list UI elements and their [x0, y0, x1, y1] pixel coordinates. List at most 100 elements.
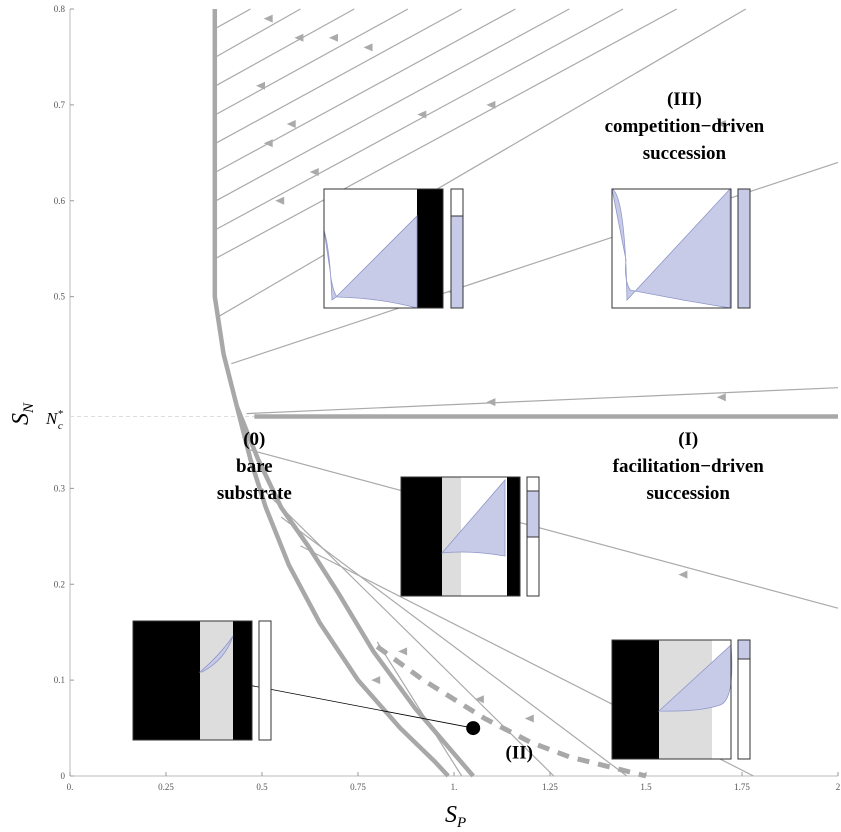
inset-shaded-region: [323, 215, 418, 309]
x-tick-label: 0.5: [256, 782, 268, 792]
inset-band: [417, 189, 443, 308]
inset-frame-outline: [400, 476, 521, 597]
y-axis-title: SN: [8, 402, 37, 425]
region-label-line: succession: [643, 143, 727, 164]
x-tick-label: 1.25: [542, 782, 558, 792]
dashed-separatrix: [375, 644, 647, 779]
region-label-ii: (II): [506, 743, 533, 764]
inset-shaded-region: [611, 187, 731, 309]
trajectory-line: [376, 641, 463, 777]
inset-side-bar-fill: [526, 490, 540, 538]
inset-side-bar-fill: [450, 215, 464, 309]
plot-area: [69, 8, 839, 779]
region-label-line: substrate: [217, 483, 292, 504]
boundary-outer: [234, 406, 475, 778]
trajectory-line: [215, 8, 677, 259]
inset-lower-left: [132, 620, 253, 741]
trajectory-line: [215, 8, 251, 29]
inset-frame-outline: [132, 620, 253, 741]
inset-side-bar-fill: [737, 639, 751, 660]
inset-band: [612, 640, 659, 759]
y-tick-label: 0: [61, 771, 66, 781]
inset-shaded-region: [198, 635, 234, 673]
inset-lower-right: [611, 639, 751, 760]
region-label-line: (I): [678, 429, 698, 450]
trajectory-arrow: [474, 695, 484, 704]
x-axis-title: SP: [445, 802, 466, 831]
trajectory-line: [215, 8, 624, 231]
trajectory-arrow: [309, 167, 319, 176]
trajectory-arrow: [294, 33, 304, 42]
x-tick-label: 2: [836, 782, 841, 792]
trajectory-line: [231, 161, 839, 365]
region-label-i: (I) facilitation−driven succession: [613, 429, 765, 504]
region-label-line: (II): [506, 743, 533, 764]
trajectory-arrow: [716, 120, 726, 129]
trajectory-line: [250, 449, 839, 609]
y-tick-label: 0.5: [54, 292, 66, 302]
inset-panels: [132, 187, 751, 760]
inset-upper-left: [323, 188, 464, 309]
y-tick-label: 0.8: [54, 4, 66, 14]
y-tick-label: 0.7: [54, 100, 66, 110]
y-tick-label: 0.3: [54, 483, 66, 493]
region-label-iii: (III) competition−driven succession: [605, 89, 765, 164]
trajectory-arrow: [263, 14, 273, 23]
trajectory-arrow: [398, 647, 408, 656]
trajectory-line: [219, 8, 747, 317]
x-tick-label: 1.: [451, 782, 458, 792]
x-tick-label: 0.25: [158, 782, 174, 792]
inset-shaded-region: [657, 644, 733, 712]
region-label-line: (III): [667, 89, 702, 110]
marker-point: [466, 721, 481, 736]
trajectory-arrow: [678, 570, 688, 579]
region-label-line: (0): [243, 429, 265, 450]
inset-side-bar-fill: [737, 188, 751, 309]
tick-labels: 0. 0.25 0.5 0.75 1. 1.25 1.5 1.75 2 0 0.1 0.2 0.3 0.5…: [54, 4, 841, 792]
inset-frame-outline: [611, 188, 732, 309]
boundary-lower: [234, 406, 450, 778]
x-tick-label: 1.5: [640, 782, 652, 792]
trajectory-line: [215, 8, 516, 173]
inset-band: [507, 477, 520, 596]
inset-band: [401, 477, 442, 596]
trajectory-arrow: [256, 81, 265, 90]
marker-connector: [247, 684, 474, 729]
region-label-0: (0) bare substrate: [217, 429, 292, 504]
inset-band: [200, 621, 233, 740]
y-tick-label: 0.6: [54, 196, 66, 206]
inset-frame-outline: [611, 639, 732, 760]
x-tick-label: 0.: [67, 782, 74, 792]
trajectory-arrow: [371, 676, 381, 685]
inset-band: [233, 621, 252, 740]
region-label-line: facilitation−driven: [613, 456, 765, 477]
trajectory-arrow: [417, 110, 427, 119]
trajectory-arrow: [286, 120, 296, 129]
inset-band: [133, 621, 200, 740]
inset-upper-right: [611, 187, 751, 309]
inset-band: [442, 477, 461, 596]
inset-frame-outline: [323, 188, 444, 309]
nc-star-label: N* c: [45, 408, 63, 432]
trajectory-line: [246, 387, 839, 415]
region-label-line: bare: [236, 456, 273, 477]
trajectory-line: [215, 8, 355, 87]
boundary-upper: [212, 9, 240, 408]
trajectory-line: [215, 8, 409, 116]
region-labels: (0) bare substrate (I) facilitation−driven su…: [217, 89, 765, 764]
x-tick-label: 1.75: [734, 782, 750, 792]
trajectory-arrow: [486, 100, 496, 109]
trajectory-arrow: [524, 714, 534, 723]
trajectory-arrow: [263, 139, 273, 148]
trajectory-line: [215, 8, 301, 58]
y-tick-label: 0.1: [54, 675, 65, 685]
trajectory-line: [280, 516, 628, 777]
trajectory-arrow: [716, 393, 726, 402]
trajectory-line: [215, 8, 570, 202]
trajectory-arrow: [328, 33, 338, 42]
region-label-line: succession: [647, 483, 731, 504]
trajectory-line: [215, 8, 462, 144]
region-label-line: competition−driven: [605, 116, 765, 137]
y-tick-label: 0.2: [54, 579, 65, 589]
